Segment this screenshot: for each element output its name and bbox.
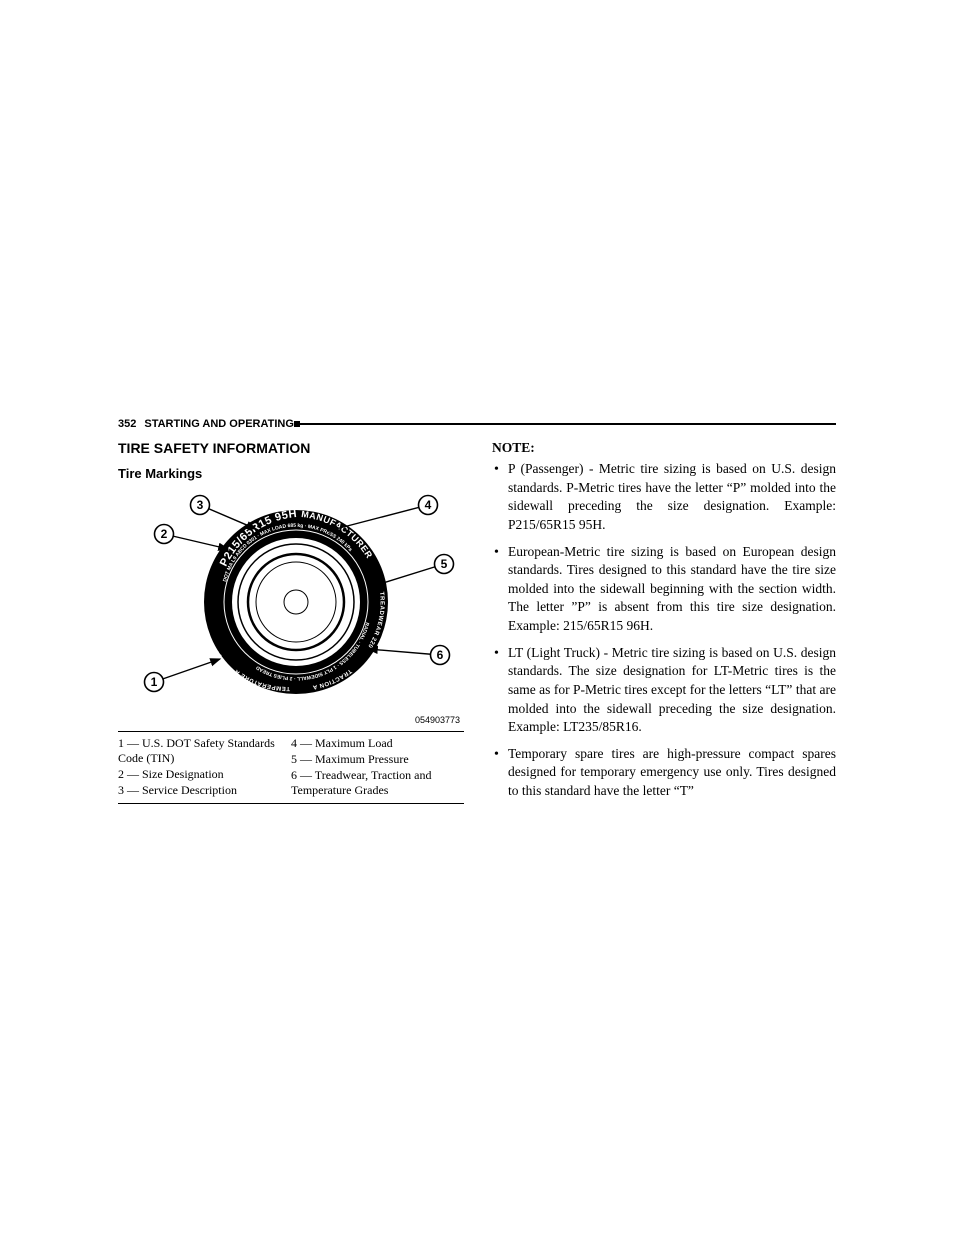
figure-id: 054903773 [118, 715, 464, 725]
legend-item: 2 — Size Designation [118, 767, 285, 782]
legend-col-right: 4 — Maximum Load 5 — Maximum Pressure 6 … [291, 736, 464, 799]
legend-item: 6 — Treadwear, Traction and Temperature … [291, 768, 458, 798]
list-item: P (Passenger) - Metric tire sizing is ba… [492, 460, 836, 535]
page-content: 352 STARTING AND OPERATING TIRE SAFETY I… [118, 418, 836, 809]
heading-2: Tire Markings [118, 466, 464, 481]
tire-diagram: P215/65R15 95H MANUFACTURER TIRE NAME TR… [118, 487, 464, 713]
left-column: TIRE SAFETY INFORMATION Tire Markings [118, 440, 464, 809]
list-item: LT (Light Truck) - Metric tire sizing is… [492, 644, 836, 737]
list-item: European-Metric tire sizing is based on … [492, 543, 836, 636]
list-item: Temporary spare tires are high-pressure … [492, 745, 836, 801]
svg-text:6: 6 [437, 648, 444, 662]
figure-legend: 1 — U.S. DOT Safety Standards Code (TIN)… [118, 731, 464, 804]
heading-1: TIRE SAFETY INFORMATION [118, 440, 464, 456]
page-header: 352 STARTING AND OPERATING [118, 418, 836, 430]
legend-col-left: 1 — U.S. DOT Safety Standards Code (TIN)… [118, 736, 291, 799]
note-list: P (Passenger) - Metric tire sizing is ba… [492, 460, 836, 801]
note-label: NOTE: [492, 440, 836, 456]
right-column: NOTE: P (Passenger) - Metric tire sizing… [492, 440, 836, 809]
legend-item: 4 — Maximum Load [291, 736, 458, 751]
legend-item: 5 — Maximum Pressure [291, 752, 458, 767]
svg-text:4: 4 [425, 498, 432, 512]
legend-item: 1 — U.S. DOT Safety Standards Code (TIN) [118, 736, 285, 766]
page-number: 352 [118, 418, 136, 430]
tire-figure: P215/65R15 95H MANUFACTURER TIRE NAME TR… [118, 487, 464, 725]
section-name: STARTING AND OPERATING [144, 418, 294, 430]
legend-item: 3 — Service Description [118, 783, 285, 798]
svg-text:2: 2 [161, 527, 168, 541]
svg-text:1: 1 [151, 675, 158, 689]
svg-text:3: 3 [197, 498, 204, 512]
header-rule [300, 423, 836, 425]
columns: TIRE SAFETY INFORMATION Tire Markings [118, 440, 836, 809]
svg-text:5: 5 [441, 557, 448, 571]
